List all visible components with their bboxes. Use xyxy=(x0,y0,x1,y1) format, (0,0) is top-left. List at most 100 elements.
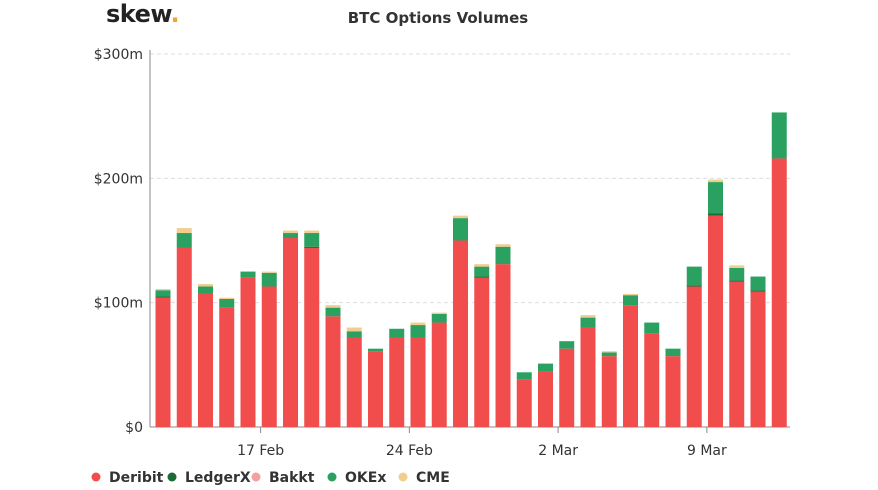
legend-item-ledgerx[interactable]: LedgerX xyxy=(167,470,251,486)
bar-deribit-23[interactable] xyxy=(623,305,638,427)
legend-marker-icon xyxy=(398,472,408,482)
legend[interactable]: Deribit LedgerX Bakkt OKEx CME xyxy=(91,470,450,486)
bar-deribit-6[interactable] xyxy=(261,286,277,427)
bar-deribit-21[interactable] xyxy=(580,327,596,427)
bar-okex-16[interactable] xyxy=(474,266,490,277)
bar-okex-11[interactable] xyxy=(368,348,383,352)
bar-deribit-18[interactable] xyxy=(516,379,532,427)
bar-okex-3[interactable] xyxy=(198,286,213,294)
bar-cme-23[interactable] xyxy=(623,293,638,296)
bar-okex-15[interactable] xyxy=(453,218,468,241)
bar-cme-9[interactable] xyxy=(325,305,341,308)
bar-deribit-30[interactable] xyxy=(771,158,787,427)
bar-okex-28[interactable] xyxy=(729,267,745,281)
bar-okex-27[interactable] xyxy=(708,182,723,214)
bar-okex-26[interactable] xyxy=(686,266,702,286)
bar-okex-25[interactable] xyxy=(665,348,681,357)
bar-deribit-26[interactable] xyxy=(686,286,702,427)
bar-cme-1[interactable] xyxy=(155,288,171,291)
bar-okex-13[interactable] xyxy=(410,325,426,338)
bar-okex-7[interactable] xyxy=(283,233,298,239)
bar-cme-3[interactable] xyxy=(198,284,213,287)
bar-okex-24[interactable] xyxy=(644,322,660,334)
bar-okex-29[interactable] xyxy=(750,276,766,291)
bar-okex-18[interactable] xyxy=(516,372,532,380)
bar-okex-5[interactable] xyxy=(240,271,256,278)
bar-deribit-19[interactable] xyxy=(538,371,553,427)
bar-deribit-1[interactable] xyxy=(155,297,171,427)
bar-okex-20[interactable] xyxy=(559,341,575,349)
bar-deribit-24[interactable] xyxy=(644,333,660,427)
bar-okex-1[interactable] xyxy=(155,290,171,297)
bar-cme-14[interactable] xyxy=(431,312,447,314)
bar-ledgerx-27[interactable] xyxy=(708,213,723,216)
bar-deribit-14[interactable] xyxy=(431,322,447,427)
bar-okex-30[interactable] xyxy=(771,112,787,159)
bar-okex-17[interactable] xyxy=(495,246,511,265)
bar-deribit-8[interactable] xyxy=(304,247,320,427)
bar-deribit-3[interactable] xyxy=(198,293,213,427)
legend-item-okex[interactable]: OKEx xyxy=(327,470,387,486)
bar-okex-21[interactable] xyxy=(580,317,596,328)
bar-deribit-20[interactable] xyxy=(559,348,575,427)
bar-deribit-17[interactable] xyxy=(495,264,511,427)
bar-cme-16[interactable] xyxy=(474,264,490,267)
bar-cme-28[interactable] xyxy=(729,265,745,268)
bar-deribit-13[interactable] xyxy=(410,337,426,427)
bar-deribit-27[interactable] xyxy=(708,215,723,427)
bar-cme-27[interactable] xyxy=(708,179,723,183)
legend-item-deribit[interactable]: Deribit xyxy=(91,470,164,486)
legend-label: Deribit xyxy=(109,470,164,486)
bar-okex-23[interactable] xyxy=(623,295,638,306)
bar-cme-10[interactable] xyxy=(346,327,362,332)
bar-okex-22[interactable] xyxy=(601,352,617,357)
bar-ledgerx-26[interactable] xyxy=(686,285,702,287)
bar-ledgerx-16[interactable] xyxy=(474,276,490,278)
bar-okex-10[interactable] xyxy=(346,331,362,338)
bar-okex-12[interactable] xyxy=(389,328,405,338)
y-tick-label: $0 xyxy=(125,420,143,436)
bar-okex-8[interactable] xyxy=(304,233,320,247)
legend-item-cme[interactable]: CME xyxy=(398,470,450,486)
legend-item-bakkt[interactable]: Bakkt xyxy=(251,470,315,486)
chart-title: BTC Options Volumes xyxy=(348,9,529,27)
bar-cme-6[interactable] xyxy=(261,271,277,273)
bar-deribit-11[interactable] xyxy=(368,351,383,427)
bar-cme-17[interactable] xyxy=(495,244,511,247)
bar-deribit-10[interactable] xyxy=(346,337,362,427)
legend-label: OKEx xyxy=(345,470,386,486)
bar-okex-9[interactable] xyxy=(325,307,341,317)
bar-deribit-9[interactable] xyxy=(325,316,341,427)
bar-deribit-2[interactable] xyxy=(176,247,192,427)
bar-ledgerx-28[interactable] xyxy=(729,280,745,282)
bar-okex-6[interactable] xyxy=(261,272,277,287)
bar-cme-2[interactable] xyxy=(176,228,192,234)
bar-okex-19[interactable] xyxy=(538,363,553,372)
legend-marker-icon xyxy=(327,472,337,482)
bar-okex-14[interactable] xyxy=(431,313,447,323)
bar-ledgerx-29[interactable] xyxy=(750,290,766,292)
bar-cme-15[interactable] xyxy=(453,215,468,219)
bar-cme-13[interactable] xyxy=(410,322,426,326)
bar-cme-22[interactable] xyxy=(601,351,617,353)
bar-cme-7[interactable] xyxy=(283,230,298,234)
bar-deribit-16[interactable] xyxy=(474,277,490,427)
bar-ledgerx-1[interactable] xyxy=(155,296,171,298)
bar-cme-4[interactable] xyxy=(219,297,235,299)
bar-deribit-15[interactable] xyxy=(453,240,468,428)
bar-deribit-22[interactable] xyxy=(601,356,617,427)
bar-deribit-28[interactable] xyxy=(729,281,745,427)
bar-okex-2[interactable] xyxy=(176,233,192,248)
bar-deribit-29[interactable] xyxy=(750,291,766,427)
bar-deribit-25[interactable] xyxy=(665,356,681,427)
bar-ledgerx-8[interactable] xyxy=(304,246,320,248)
bar-okex-4[interactable] xyxy=(219,298,235,308)
bar-cme-21[interactable] xyxy=(580,315,596,318)
bar-deribit-5[interactable] xyxy=(240,277,256,427)
y-tick-label: $100m xyxy=(94,296,143,312)
bar-deribit-12[interactable] xyxy=(389,337,405,427)
bar-deribit-7[interactable] xyxy=(283,238,298,427)
grid-lines xyxy=(150,53,790,304)
bar-cme-8[interactable] xyxy=(304,230,320,234)
bar-deribit-4[interactable] xyxy=(219,307,235,427)
